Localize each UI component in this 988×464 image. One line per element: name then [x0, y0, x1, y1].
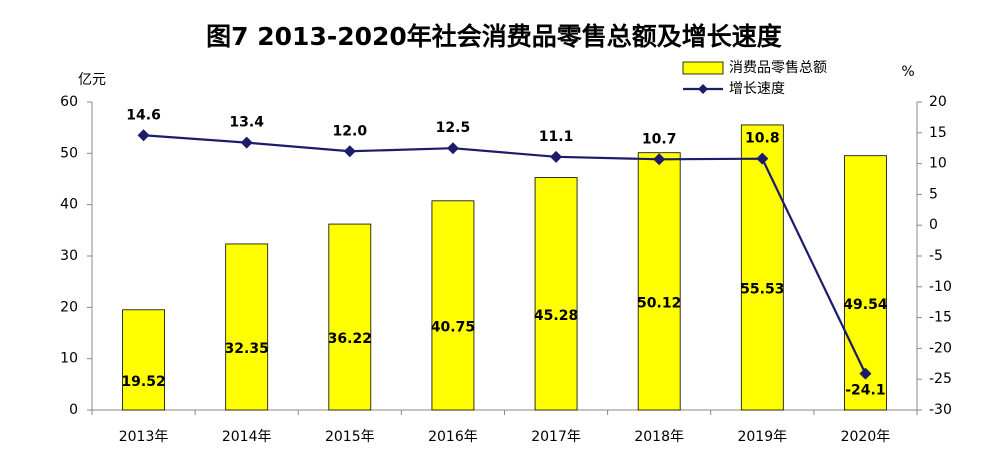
- bar: [122, 309, 165, 411]
- line-value-label: 11.1: [539, 129, 574, 145]
- line: [143, 134, 867, 375]
- bar: [328, 223, 372, 411]
- x-tick-label: 2014年: [222, 429, 272, 445]
- line-marker: [137, 129, 150, 142]
- bar: [740, 124, 784, 411]
- bar-value-label: 40.75: [431, 319, 475, 335]
- line-marker: [240, 136, 253, 149]
- line-value-label: 14.6: [126, 107, 161, 123]
- line-marker: [859, 367, 872, 380]
- bar-value-label: 55.53: [740, 281, 784, 297]
- line-marker: [550, 150, 563, 163]
- line-value-label: 10.7: [642, 131, 677, 147]
- x-tick-label: 2018年: [634, 429, 684, 445]
- bar-value-label: 50.12: [637, 295, 681, 311]
- legend-label: 增长速度: [729, 81, 785, 97]
- line-value-label: 10.8: [745, 131, 780, 147]
- y-tick-label: 40: [60, 197, 78, 213]
- bar-value-label: 32.35: [225, 341, 269, 357]
- x-tick-label: 2015年: [325, 429, 375, 445]
- line-marker: [653, 153, 666, 166]
- line-value-label: 12.5: [436, 120, 471, 136]
- line-value-label: 13.4: [229, 115, 264, 131]
- y-tick-label: 50: [60, 145, 78, 161]
- line-value-label: -24.1: [845, 383, 885, 399]
- bar: [225, 243, 269, 411]
- y2-tick-label: 10: [929, 156, 947, 172]
- y2-axis-label: %: [901, 64, 914, 80]
- y-tick-label: 20: [60, 299, 78, 315]
- chart-title: 图7 2013-2020年社会消费品零售总额及增长速度: [206, 22, 782, 51]
- y2-tick-label: 20: [929, 94, 947, 110]
- legend-marker: [698, 84, 708, 94]
- line-marker: [343, 145, 356, 158]
- x-tick-label: 2016年: [428, 429, 478, 445]
- x-tick-label: 2019年: [737, 429, 787, 445]
- line-value-label: 12.0: [333, 123, 368, 139]
- bar: [844, 155, 887, 411]
- bar-value-label: 49.54: [843, 297, 888, 313]
- x-tick-label: 2013年: [119, 429, 169, 445]
- legend-label: 消费品零售总额: [729, 60, 827, 76]
- bar: [534, 177, 578, 411]
- x-tick-label: 2020年: [841, 429, 891, 445]
- line-marker: [756, 152, 769, 165]
- y-tick-label: 0: [69, 402, 78, 418]
- y2-tick-label: -25: [929, 371, 952, 387]
- y2-tick-label: -30: [929, 402, 952, 418]
- bar: [637, 152, 681, 411]
- bar-value-label: 45.28: [534, 308, 578, 324]
- bar-value-label: 19.52: [121, 374, 165, 390]
- bar: [431, 200, 475, 411]
- y2-tick-label: -10: [929, 279, 952, 295]
- y2-tick-label: 5: [929, 186, 938, 202]
- y-tick-label: 30: [60, 248, 78, 264]
- y2-tick-label: 0: [929, 217, 938, 233]
- line-marker: [446, 142, 459, 155]
- y2-tick-label: -20: [929, 340, 952, 356]
- bar-value-label: 36.22: [328, 331, 372, 347]
- y2-tick-label: 15: [929, 125, 947, 141]
- y-tick-label: 10: [60, 351, 78, 367]
- y2-tick-label: -5: [929, 248, 943, 264]
- legend-swatch: [682, 61, 724, 75]
- x-tick-label: 2017年: [531, 429, 581, 445]
- y-tick-label: 60: [60, 94, 78, 110]
- y2-tick-label: -15: [929, 310, 952, 326]
- y-axis-label: 亿元: [78, 72, 106, 88]
